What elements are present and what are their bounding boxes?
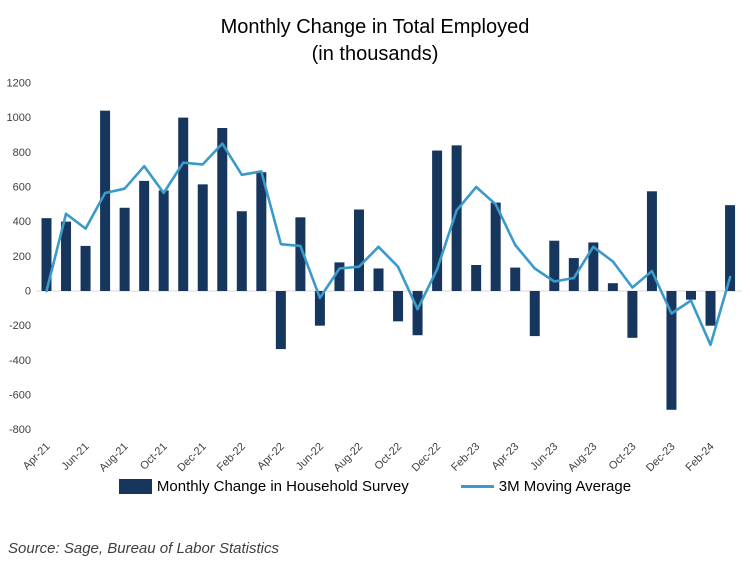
x-tick-label: Feb-24 <box>684 441 717 474</box>
x-tick-label: Dec-22 <box>410 441 444 475</box>
y-tick-label: 200 <box>13 251 31 263</box>
bar <box>80 245 91 291</box>
bar <box>490 202 501 291</box>
x-tick-label: Aug-22 <box>332 441 366 475</box>
x-tick-label: Apr-23 <box>489 441 521 473</box>
bar <box>393 291 404 322</box>
x-tick-label: Feb-22 <box>215 441 248 474</box>
bar <box>451 145 462 291</box>
legend-item-line: 3M Moving Average <box>460 478 632 495</box>
bar <box>41 218 52 291</box>
y-tick-label: 600 <box>13 181 31 193</box>
legend-item-bars: Monthly Change in Household Survey <box>118 478 409 495</box>
bar <box>178 117 189 291</box>
bar <box>217 128 228 291</box>
bar <box>158 190 169 291</box>
x-tick-label: Dec-23 <box>644 441 678 475</box>
bar <box>119 207 130 291</box>
x-tick-label: Jun-23 <box>528 441 560 473</box>
bar <box>353 209 364 291</box>
x-tick-label: Feb-23 <box>449 441 482 474</box>
bar <box>139 180 150 291</box>
bar <box>529 291 540 337</box>
bar-series-swatch-icon <box>118 479 152 494</box>
bar <box>705 291 716 326</box>
bar <box>685 291 696 300</box>
bar <box>412 291 423 336</box>
bar <box>295 217 306 291</box>
x-tick-label: Apr-21 <box>21 441 53 473</box>
y-tick-label: 1200 <box>7 77 31 89</box>
legend-bar-label: Monthly Change in Household Survey <box>156 478 409 495</box>
bar <box>197 184 208 291</box>
y-tick-label: 1000 <box>7 112 31 124</box>
x-tick-label: Oct-22 <box>372 441 404 473</box>
bar <box>725 205 736 291</box>
y-tick-label: -400 <box>9 355 31 367</box>
bar <box>549 240 560 291</box>
y-tick-label: 0 <box>25 286 31 298</box>
bar <box>275 291 286 350</box>
y-tick-label: -800 <box>9 424 31 436</box>
x-tick-label: Apr-22 <box>255 441 287 473</box>
y-tick-label: 400 <box>13 216 31 228</box>
bar <box>510 267 521 291</box>
bar <box>314 291 325 326</box>
bar <box>607 283 618 291</box>
y-tick-label: 800 <box>13 147 31 159</box>
bar <box>256 172 267 291</box>
x-tick-label: Jun-22 <box>294 441 326 473</box>
bar <box>588 242 599 291</box>
bar <box>646 191 657 291</box>
x-tick-label: Oct-23 <box>607 441 639 473</box>
y-tick-label: -600 <box>9 390 31 402</box>
legend-line-label: 3M Moving Average <box>498 478 632 495</box>
bar <box>100 110 111 291</box>
source-note: Source: Sage, Bureau of Labor Statistics <box>8 540 279 557</box>
bar <box>666 291 677 410</box>
bar <box>61 221 72 291</box>
bar <box>627 291 638 338</box>
bar <box>373 268 384 291</box>
bar <box>432 150 443 291</box>
chart-title-line2: (in thousands) <box>311 43 439 65</box>
y-tick-label: -200 <box>9 320 31 332</box>
ma-line <box>45 142 732 347</box>
bar <box>471 264 482 291</box>
chart-title-line1: Monthly Change in Total Employed <box>220 16 530 38</box>
chart-legend: Monthly Change in Household Survey 3M Mo… <box>0 478 750 495</box>
x-tick-label: Oct-21 <box>138 441 170 473</box>
bar <box>568 258 579 291</box>
x-tick-label: Jun-21 <box>59 441 91 473</box>
line-series-swatch-icon <box>460 484 494 489</box>
bar <box>334 262 345 291</box>
x-tick-label: Aug-23 <box>566 441 600 475</box>
bar <box>236 211 247 291</box>
employment-bar-line-chart: 1200 1000 800 600 400 200 0 -200 -400 -600 -800 Apr… <box>7 77 742 475</box>
x-tick-label: Aug-21 <box>97 441 131 475</box>
x-tick-label: Dec-21 <box>175 441 209 475</box>
chart-title: Monthly Change in Total Employed (in tho… <box>0 14 750 68</box>
